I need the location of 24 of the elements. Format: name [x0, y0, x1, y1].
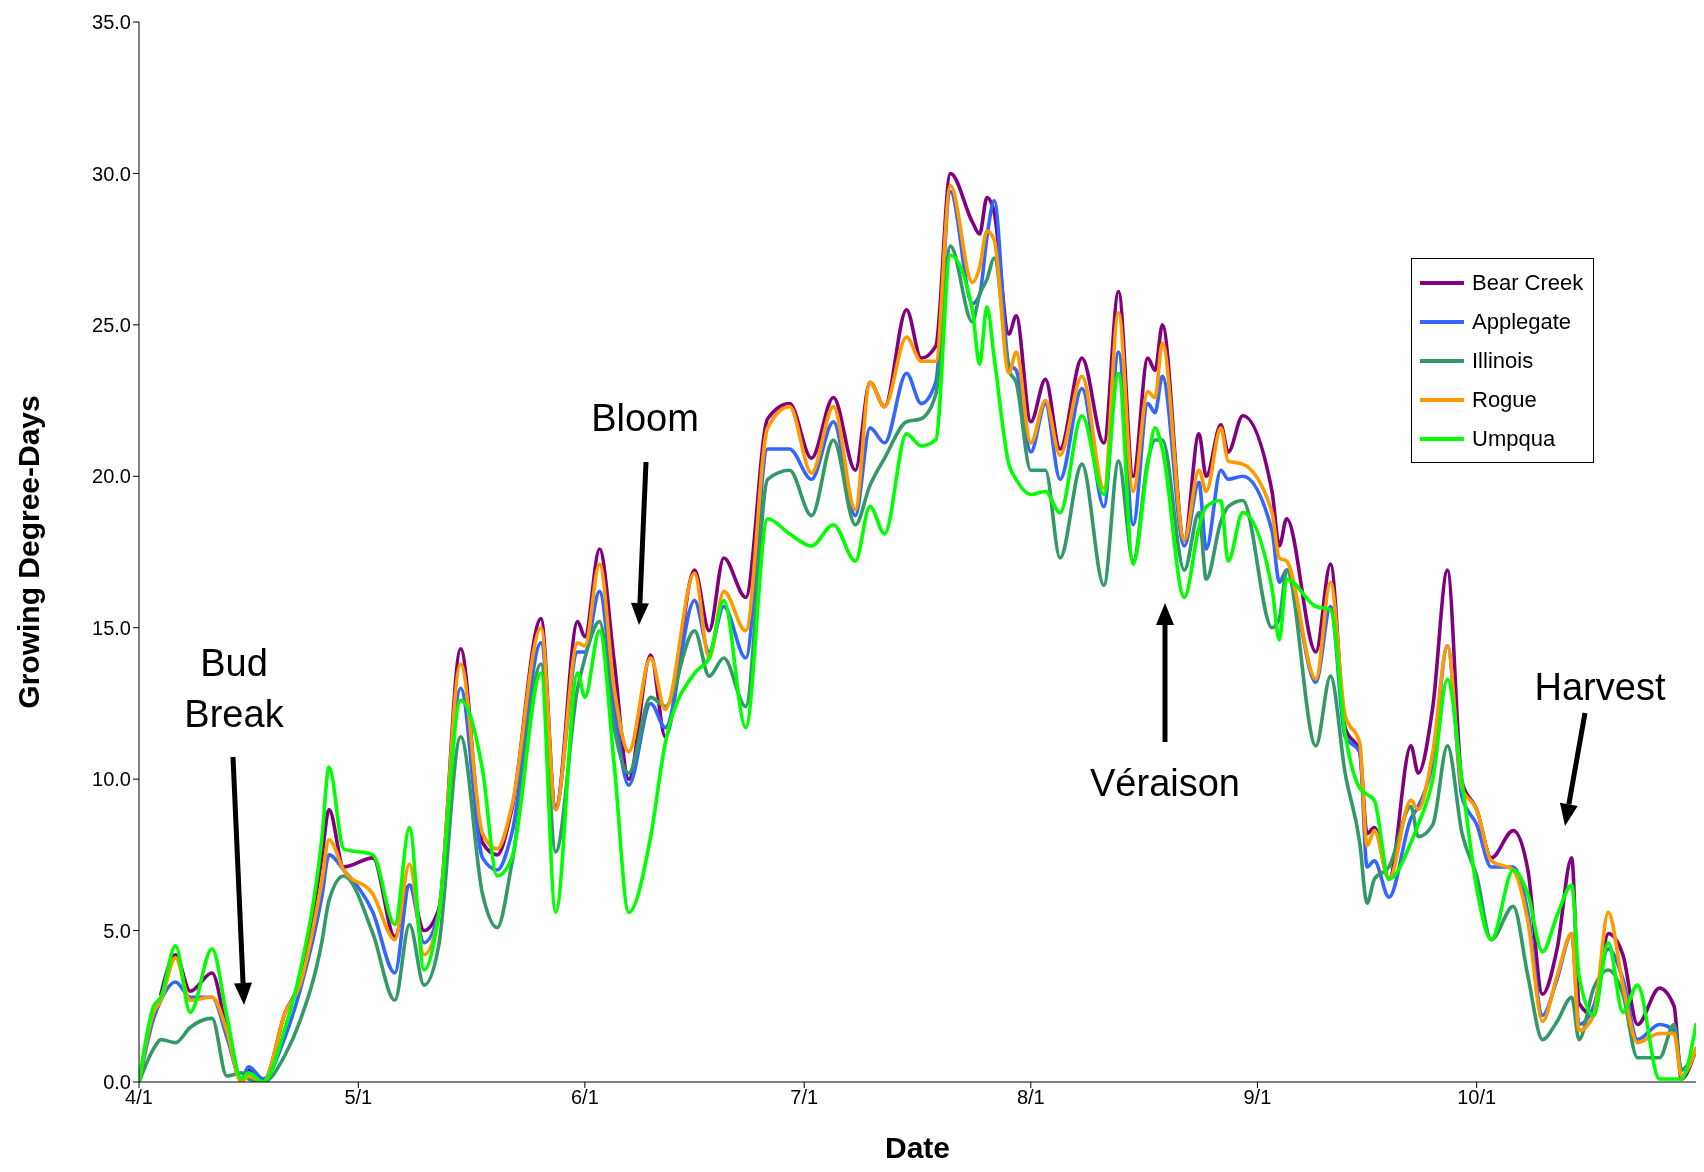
annotation: Bud Break — [184, 641, 285, 735]
x-axis-title: Date — [884, 1131, 951, 1164]
y-tick-label: 35.0 — [92, 11, 131, 34]
y-tick-label: 5.0 — [103, 919, 131, 942]
y-tick-label: 20.0 — [92, 465, 131, 488]
legend-label: Applegate — [1472, 308, 1572, 336]
legend-label: Illinois — [1472, 347, 1534, 375]
y-axis-title: Growing Degree-Days — [11, 395, 45, 709]
annotation: Bloom — [591, 397, 699, 439]
x-tick-label: 9/1 — [1243, 1086, 1272, 1109]
x-tick-label: 8/1 — [1016, 1086, 1045, 1109]
annotation: Harvest — [1534, 666, 1666, 708]
annotation: Véraison — [1090, 762, 1240, 804]
legend-label: Umpqua — [1472, 425, 1556, 453]
legend-label: Rogue — [1472, 386, 1537, 414]
y-tick-label: 15.0 — [92, 616, 131, 639]
x-tick-label: 7/1 — [790, 1086, 819, 1109]
y-tick-label: 30.0 — [92, 162, 131, 185]
y-tick-label: 25.0 — [92, 313, 131, 336]
legend-label: Bear Creek — [1472, 269, 1584, 297]
x-tick-label: 5/1 — [344, 1086, 373, 1109]
x-tick-label: 6/1 — [571, 1086, 599, 1109]
y-tick-label: 10.0 — [92, 768, 131, 791]
x-tick-label: 10/1 — [1457, 1086, 1497, 1109]
